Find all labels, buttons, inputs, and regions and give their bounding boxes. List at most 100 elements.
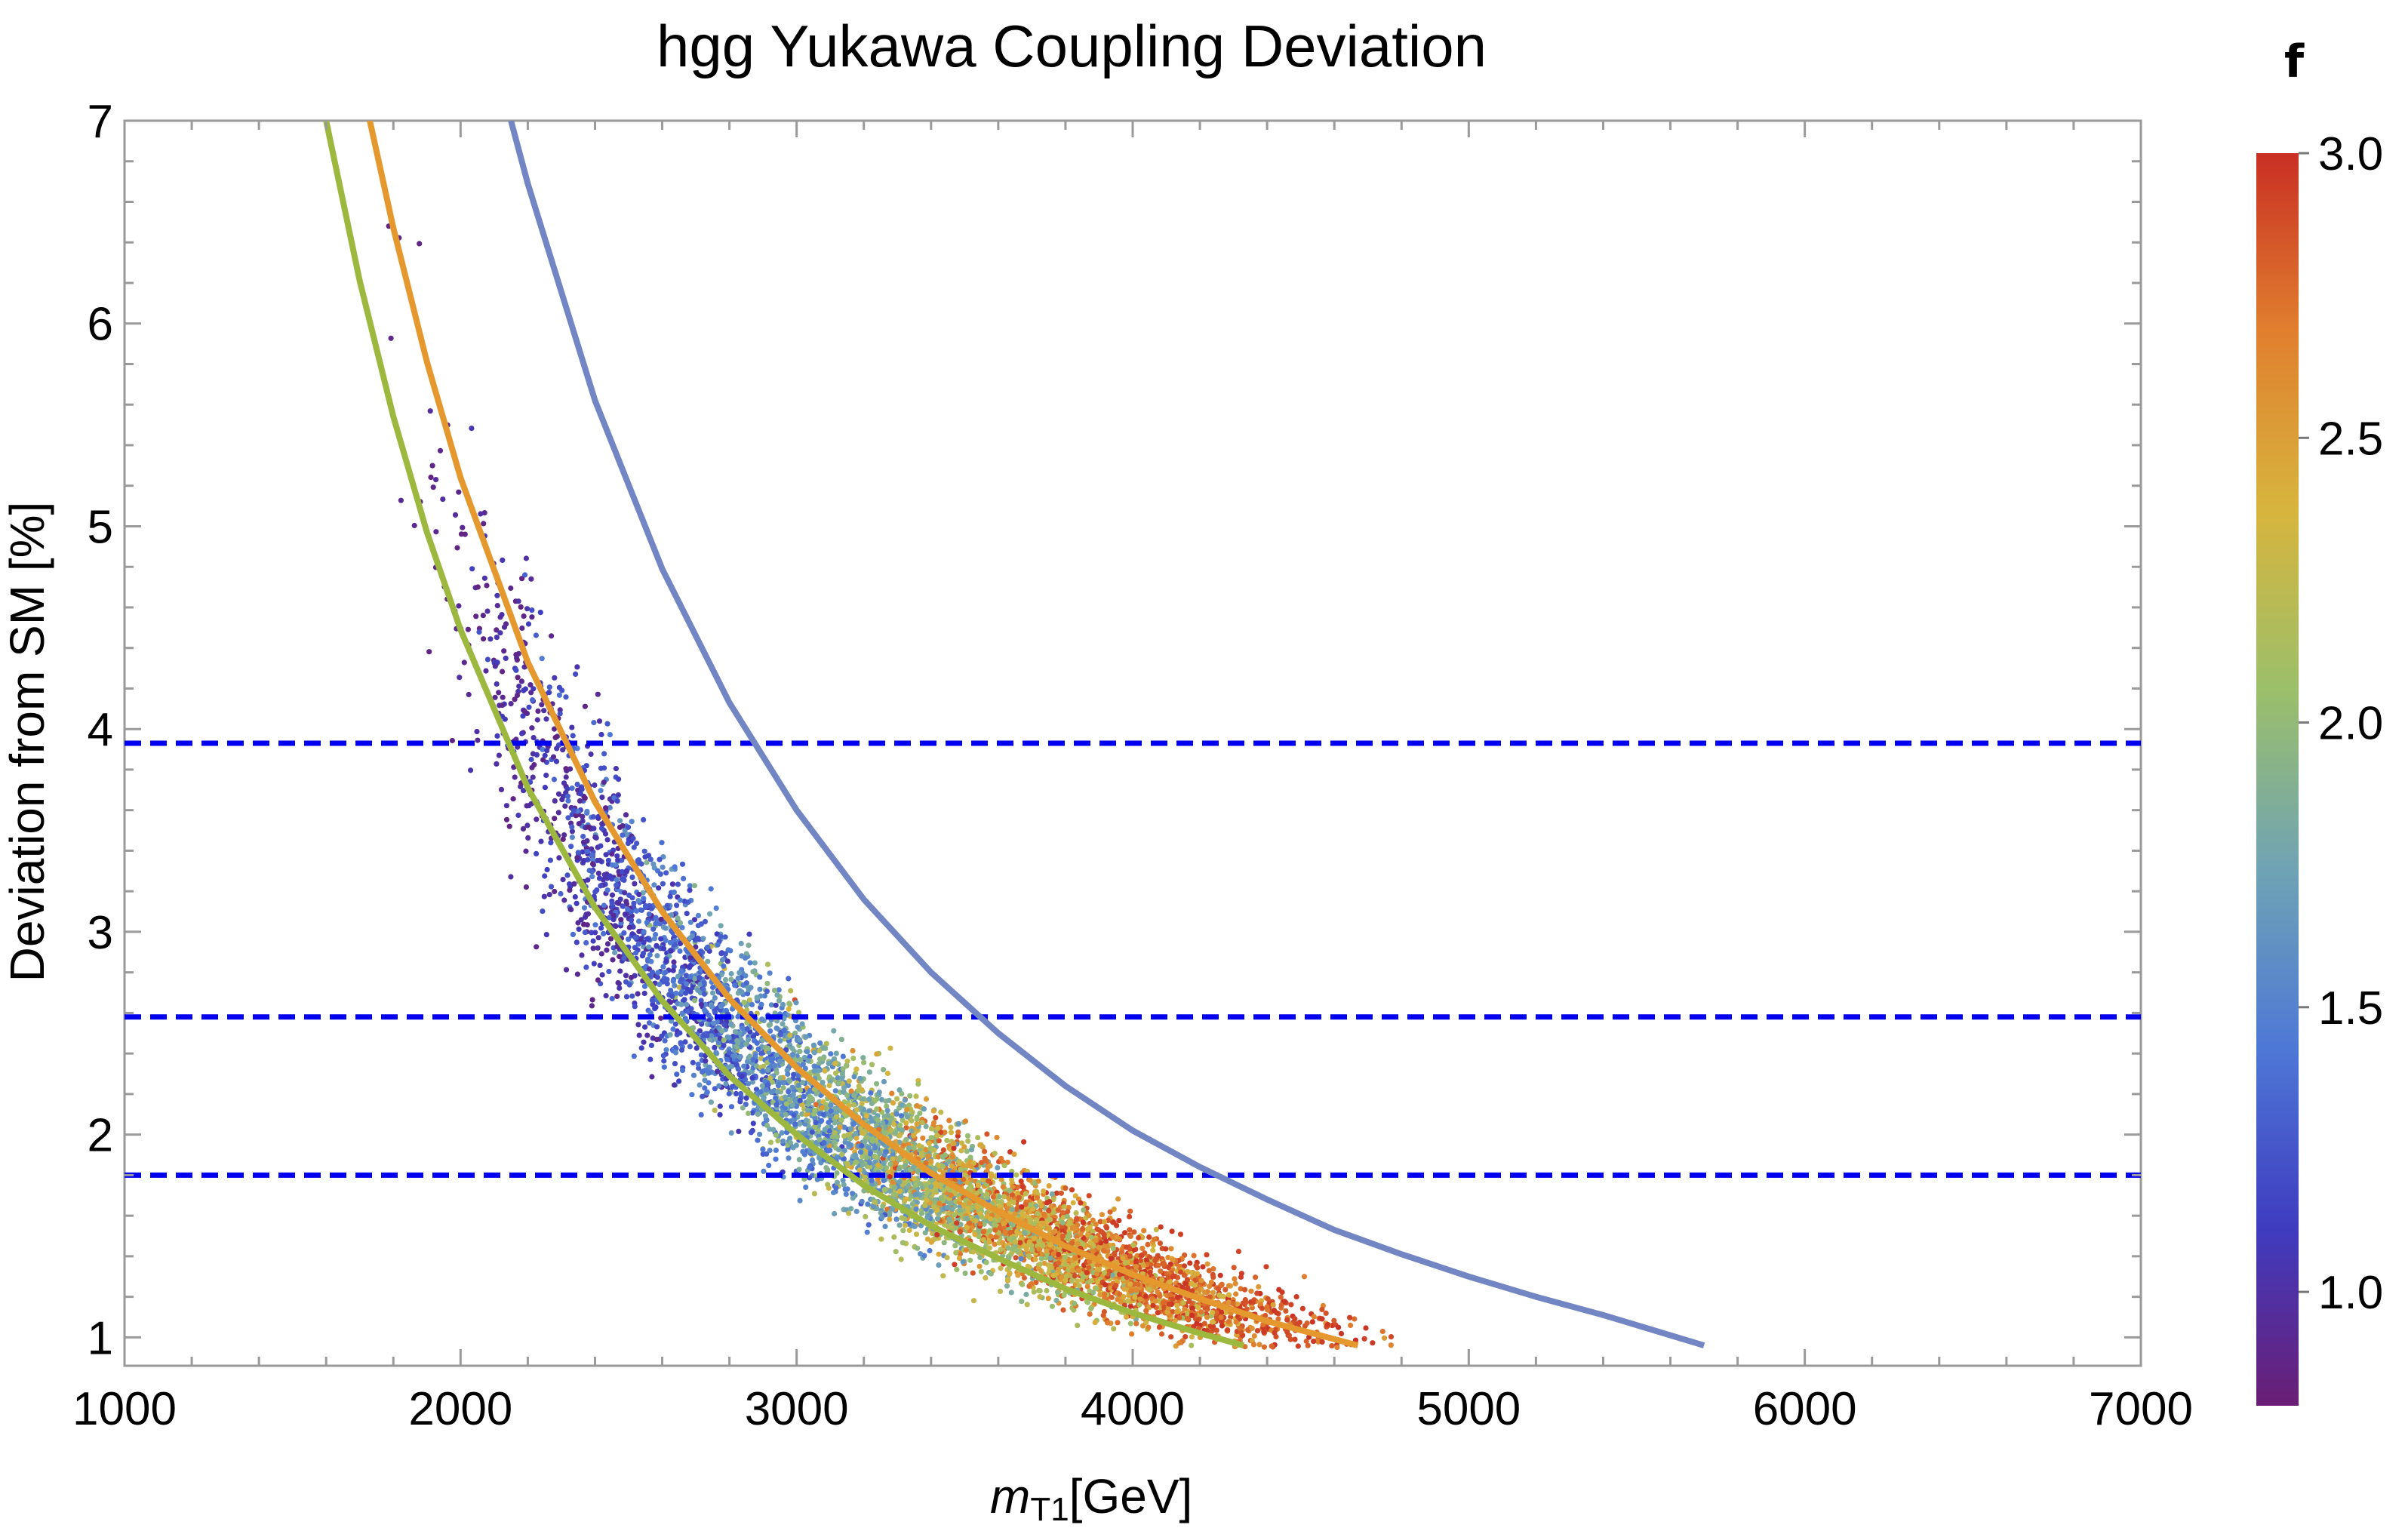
data-point xyxy=(850,1191,856,1197)
data-point xyxy=(783,1111,789,1118)
data-point xyxy=(522,686,529,692)
data-point xyxy=(655,970,661,976)
data-point xyxy=(589,1003,595,1009)
data-point xyxy=(1370,1340,1376,1346)
data-point xyxy=(1319,1339,1325,1345)
data-point xyxy=(521,708,527,715)
data-point xyxy=(583,964,589,970)
data-point xyxy=(1139,1323,1146,1329)
data-point xyxy=(616,900,622,906)
data-point xyxy=(654,953,660,959)
data-point xyxy=(1181,1263,1188,1269)
data-point xyxy=(964,1133,971,1139)
data-point xyxy=(695,987,701,993)
data-point xyxy=(952,1262,958,1268)
data-point xyxy=(569,724,575,730)
data-point xyxy=(909,1201,915,1207)
data-point xyxy=(706,1064,712,1070)
data-point xyxy=(1010,1245,1016,1251)
data-point xyxy=(529,614,535,620)
data-point xyxy=(592,922,598,928)
data-point xyxy=(592,782,598,789)
data-point xyxy=(838,1037,844,1043)
data-point xyxy=(892,1191,898,1197)
data-point xyxy=(940,1170,946,1176)
data-point xyxy=(640,890,646,896)
data-point xyxy=(705,958,711,964)
data-point xyxy=(656,885,662,891)
data-point xyxy=(896,1222,903,1228)
data-point xyxy=(1388,1334,1395,1340)
data-point xyxy=(1033,1217,1040,1223)
data-point xyxy=(1155,1310,1161,1316)
data-point xyxy=(878,1236,884,1242)
data-point xyxy=(1023,1247,1029,1253)
data-point xyxy=(622,828,628,834)
data-point xyxy=(635,1022,641,1028)
data-point xyxy=(1021,1139,1027,1145)
data-point xyxy=(769,1079,775,1085)
data-point xyxy=(785,1071,791,1078)
data-point xyxy=(826,1061,832,1067)
data-point xyxy=(977,1142,983,1148)
data-point xyxy=(503,803,510,809)
data-point xyxy=(604,947,610,953)
data-point xyxy=(771,987,777,994)
data-point xyxy=(654,974,661,980)
data-point xyxy=(670,978,676,984)
data-point xyxy=(1283,1308,1289,1314)
data-point xyxy=(574,855,580,861)
data-point xyxy=(1222,1309,1229,1316)
data-point xyxy=(572,894,578,900)
data-point xyxy=(817,1040,823,1046)
data-point xyxy=(708,1099,715,1105)
data-point xyxy=(494,681,500,687)
data-point xyxy=(761,993,767,999)
data-point xyxy=(970,1298,977,1304)
data-point xyxy=(1070,1200,1076,1206)
data-point xyxy=(1018,1178,1024,1185)
data-point xyxy=(542,752,548,758)
data-point xyxy=(837,1124,843,1130)
data-point xyxy=(641,848,647,854)
data-point xyxy=(606,968,612,975)
data-point xyxy=(920,1135,926,1141)
data-point xyxy=(542,785,549,791)
data-point xyxy=(941,1240,947,1246)
data-point xyxy=(1019,1184,1026,1190)
data-point xyxy=(528,756,534,763)
data-point xyxy=(807,1053,813,1060)
data-point xyxy=(823,1041,829,1047)
data-point xyxy=(828,1051,834,1057)
data-point xyxy=(1233,1291,1239,1297)
data-point xyxy=(833,1185,839,1191)
data-point xyxy=(430,484,436,490)
data-point xyxy=(481,636,487,642)
data-point xyxy=(603,993,609,999)
data-point xyxy=(1176,1340,1182,1346)
data-point xyxy=(663,937,669,944)
data-point xyxy=(938,1195,944,1201)
data-point xyxy=(1254,1328,1260,1334)
data-point xyxy=(1141,1228,1147,1234)
data-point xyxy=(519,730,525,736)
data-point xyxy=(981,1221,987,1227)
data-point xyxy=(1038,1268,1044,1274)
data-point xyxy=(617,818,623,824)
data-point xyxy=(879,1096,885,1102)
data-point xyxy=(620,868,626,875)
data-point xyxy=(520,713,526,719)
data-point xyxy=(850,1121,856,1127)
data-point xyxy=(561,780,567,786)
data-point xyxy=(761,1095,767,1101)
data-point xyxy=(653,915,659,921)
data-point xyxy=(494,627,500,633)
data-point xyxy=(484,583,490,589)
data-point xyxy=(688,1006,694,1012)
data-point xyxy=(997,1225,1003,1231)
data-point xyxy=(650,861,657,867)
data-point xyxy=(1261,1329,1267,1335)
data-point xyxy=(582,703,589,709)
data-point xyxy=(592,930,598,936)
data-point xyxy=(759,1037,765,1043)
